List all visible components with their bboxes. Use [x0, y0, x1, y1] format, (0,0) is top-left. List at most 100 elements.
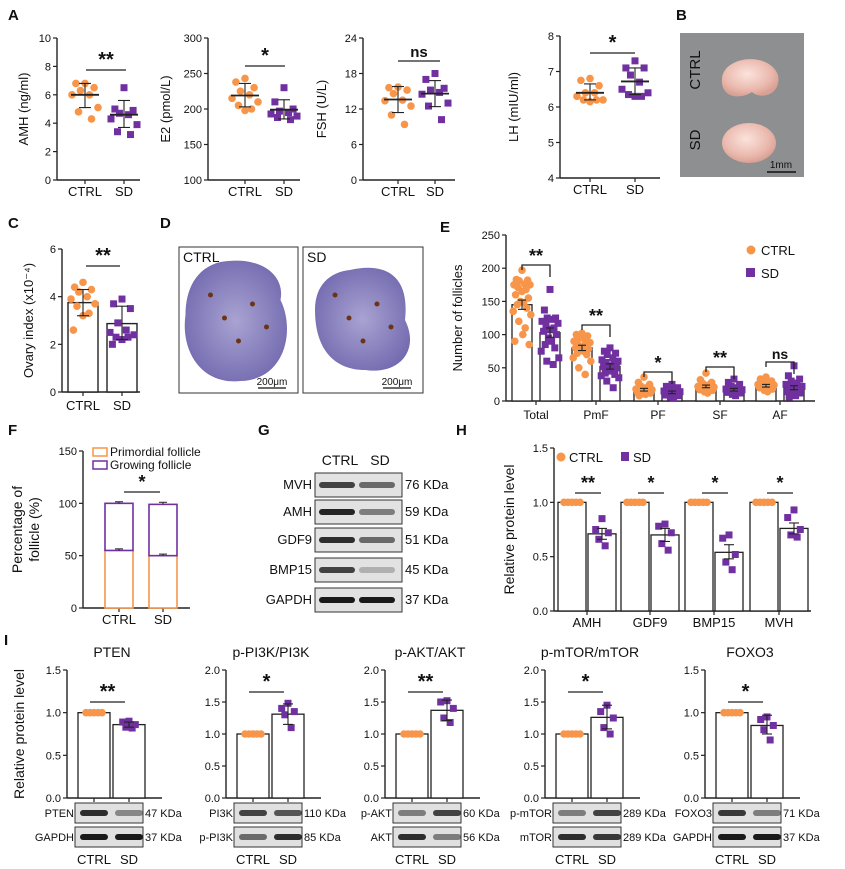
ctrl-point	[228, 94, 236, 103]
ctrl-point	[576, 730, 584, 738]
legend-primordial-label: Primordial follicle	[110, 445, 201, 459]
sd-point	[793, 533, 801, 541]
blot-protein-label: GAPDH	[266, 592, 312, 607]
sd-point	[661, 520, 669, 528]
ctrl-point	[90, 83, 98, 92]
western-blot-i: p-mTOR 289 KDa mTOR 289 KDa	[510, 802, 667, 848]
sd-point	[540, 327, 548, 335]
ctrl-point	[98, 708, 106, 717]
ctrl-point	[524, 294, 533, 302]
sd-point	[280, 84, 288, 92]
sd-point	[794, 385, 802, 393]
significance-label: ns	[410, 44, 428, 61]
sd-point	[107, 115, 115, 123]
sd-point	[793, 379, 801, 387]
sd-point	[597, 372, 605, 380]
y-tick-label: 150	[184, 140, 202, 152]
protein-band	[274, 834, 302, 840]
ctrl-point	[250, 83, 258, 92]
sd-point	[125, 717, 133, 725]
sd-point	[631, 92, 639, 100]
sd-point	[129, 106, 137, 114]
sd-point	[122, 326, 130, 334]
legend-ctrl-label: CTRL	[761, 243, 795, 258]
y-tick-label: 250	[482, 230, 500, 242]
sd-point	[782, 380, 790, 388]
ctrl-point	[69, 326, 78, 334]
y-tick-label: 1.5	[533, 443, 548, 455]
oocyte	[250, 301, 255, 307]
sd-point	[114, 319, 122, 327]
y-tick-label: 2	[45, 147, 51, 159]
lane-label-sd: SD	[370, 452, 389, 468]
blot-mw-label: 51 KDa	[405, 532, 449, 547]
y-tick-label: 1.5	[524, 697, 539, 709]
x-tick-label: CTRL	[66, 398, 100, 413]
ctrl-point	[518, 287, 526, 296]
sd-point	[787, 531, 795, 539]
legend-ctrl-label: CTRL	[569, 450, 603, 465]
sd-point	[426, 86, 434, 94]
panel-label-b: B	[676, 7, 687, 24]
y-tick-label: 0.0	[533, 606, 548, 618]
protein-band	[359, 537, 395, 543]
sd-point	[612, 349, 620, 357]
protein-band	[319, 567, 355, 573]
ctrl-point	[702, 369, 710, 377]
blot-protein-label: BMP15	[269, 562, 312, 577]
blot-mw-label: 45 KDa	[405, 562, 449, 577]
y-tick-label: 0.0	[46, 793, 61, 805]
x-tick-label: PF	[650, 408, 665, 422]
ctrl-point	[639, 498, 647, 507]
legend-growing-label: Growing follicle	[110, 458, 192, 472]
oocyte	[222, 315, 227, 321]
sd-point	[724, 378, 732, 386]
y-tick-label: 10	[39, 33, 51, 45]
bar	[236, 733, 270, 799]
histology-sd: SD 200μm	[302, 246, 424, 394]
ctrl-point	[573, 92, 581, 101]
sd-point	[796, 389, 804, 397]
y-axis-label: Relative protein level	[501, 465, 517, 595]
blot-mw-label: 47 KDa	[145, 808, 183, 820]
blot-mw-label: 289 KDa	[623, 832, 667, 844]
x-tick-label: CTRL	[77, 852, 111, 867]
significance-label: *	[138, 472, 145, 492]
sd-point	[615, 374, 623, 382]
y-tick-label: 50	[488, 363, 500, 375]
y-tick-label: 1.5	[684, 665, 699, 677]
x-tick-label: CTRL	[555, 852, 589, 867]
significance-label: **	[581, 473, 595, 493]
bar	[684, 501, 714, 612]
sd-point	[287, 116, 294, 124]
sd-point	[108, 340, 116, 348]
sd-point	[112, 333, 120, 341]
protein-band	[319, 597, 355, 603]
ctrl-point	[527, 310, 535, 319]
sd-point	[676, 388, 684, 396]
ctrl-point	[232, 78, 240, 86]
protein-band	[239, 834, 267, 840]
ctrl-point	[241, 74, 249, 83]
y-tick-label: 150	[59, 446, 77, 458]
primordial-bar	[148, 554, 178, 609]
sd-point	[548, 337, 556, 345]
ctrl-point	[385, 83, 393, 92]
sd-point	[790, 506, 798, 514]
sd-point	[600, 362, 608, 370]
ctrl-point	[513, 300, 521, 309]
blot-protein-label: p-mTOR	[510, 808, 552, 820]
significance-label: *	[647, 473, 654, 493]
legend-sd-label: SD	[633, 450, 651, 465]
sd-point	[555, 354, 563, 362]
x-tick-label: CTRL	[395, 852, 429, 867]
significance-label: *	[776, 473, 783, 493]
y-tick-label: 0	[45, 175, 51, 187]
blot-protein-label: GAPDH	[35, 832, 74, 844]
sd-point	[784, 388, 792, 396]
sd-point	[128, 724, 136, 732]
sd-point	[110, 300, 118, 308]
blot-protein-label: AKT	[371, 832, 393, 844]
y-tick-label: 1.0	[364, 729, 379, 741]
blot-protein-label: mTOR	[520, 832, 552, 844]
